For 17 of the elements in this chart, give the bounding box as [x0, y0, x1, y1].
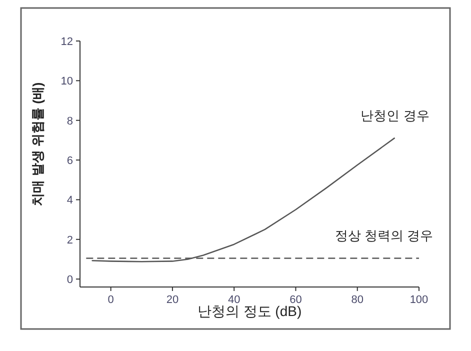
x-tick-label: 80: [351, 294, 364, 306]
x-tick-label: 40: [228, 294, 240, 306]
series-label: 정상 청력의 경우: [334, 228, 433, 244]
y-tick-label: 10: [60, 76, 73, 88]
x-tick-label: 100: [410, 294, 428, 306]
y-tick-label: 12: [60, 36, 73, 48]
y-tick-label: 4: [66, 194, 73, 207]
y-tick-label: 0: [66, 274, 73, 286]
series-label: 난청인 경우: [360, 108, 430, 124]
x-tick-label: 0: [108, 294, 114, 306]
y-axis-title: 치매 발생 위험률 (배): [30, 82, 45, 206]
y-tick-label: 6: [66, 155, 73, 168]
y-tick-label: 8: [66, 115, 73, 128]
y-tick-label: 2: [66, 234, 73, 246]
x-tick-label: 20: [166, 294, 179, 306]
x-tick-label: 60: [290, 294, 302, 306]
x-axis-title: 난청의 정도 (dB): [197, 303, 302, 319]
